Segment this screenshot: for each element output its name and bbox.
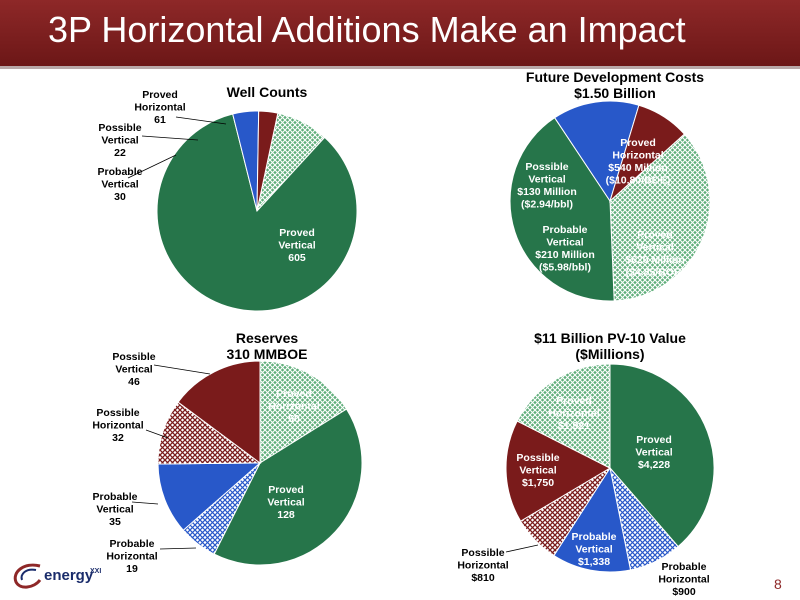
pv10-value-label-possible-horizontal: Possible Horizontal $810: [457, 547, 508, 584]
well-counts-chart: Well Counts Proved Horizontal 61 Proved Verti…: [98, 84, 358, 312]
pv10-value-leader-possible-horizontal: [505, 544, 539, 553]
pv10-value-slice-proved-horizontal: [516, 363, 611, 469]
reserves-label-proved-horizontal: Proved Horizontal 50: [268, 388, 319, 425]
future-development-costs-slice-proved-vertical: [509, 117, 615, 302]
reserves-slice-proved-vertical: [213, 408, 363, 566]
logo-swoosh-icon: [13, 563, 42, 589]
title-bar: 3P Horizontal Additions Make an Impact: [0, 0, 800, 69]
future-development-costs-chart: Future Development Costs $1.50 Billion Pro…: [509, 69, 711, 302]
pv10-value-slice-proved-vertical: [609, 363, 715, 548]
reserves-title: Reserves 310 MMBOE: [227, 330, 308, 362]
pv10-value-slice-probable-vertical: [553, 466, 632, 573]
reserves-leader-probable-vertical: [131, 501, 159, 505]
reserves-slice-proved-horizontal: [259, 360, 348, 464]
pv10-value-label-probable-vertical: Probable Vertical $1,338: [572, 531, 617, 568]
logo-text: energy: [44, 567, 94, 584]
future-development-costs-title: Future Development Costs $1.50 Billion: [526, 69, 704, 101]
future-development-costs-label-probable-vertical: Probable Vertical $210 Million ($5.98/bbl): [535, 224, 595, 274]
reserves-chart: Reserves 310 MMBOE Proved Horizontal 50 Prove…: [92, 330, 363, 575]
company-logo: energy XXI: [8, 558, 128, 592]
well-counts-label-probable-vertical: Probable Vertical 30: [98, 166, 143, 203]
reserves-leader-possible-horizontal: [145, 429, 169, 439]
well-counts-label-possible-vertical: Possible Vertical 22: [98, 122, 141, 159]
logo-superscript: XXI: [90, 568, 102, 575]
well-counts-leader-proved-horizontal: [175, 116, 227, 125]
future-development-costs-slice-proved-horizontal: [609, 133, 711, 302]
reserves-leader-possible-vertical: [153, 364, 211, 375]
reserves-label-probable-vertical: Probable Vertical 35: [93, 491, 138, 528]
reserves-label-possible-horizontal: Possible Horizontal 32: [92, 407, 143, 444]
pv10-value-chart: $11 Billion PV-10 Value ($Millions) Proved…: [457, 330, 715, 598]
future-development-costs-label-proved-vertical: Proved Vertical $620 Million ($4.85/BOE): [625, 229, 685, 279]
future-development-costs-label-possible-vertical: Possible Vertical $130 Million ($2.94/bbl): [517, 161, 577, 211]
slide-title: 3P Horizontal Additions Make an Impact: [48, 9, 686, 50]
reserves-slice-probable-vertical: [157, 462, 262, 531]
pv10-value-label-possible-vertical: Possible Vertical $1,750: [516, 452, 559, 489]
future-development-costs-slice-probable-vertical: [553, 100, 640, 203]
pv10-value-label-proved-vertical: Proved Vertical $4,228: [635, 434, 672, 471]
future-development-costs-label-proved-horizontal: Proved Horizontal $540 Million ($10.80/BOE): [606, 137, 671, 187]
reserves-leader-probable-horizontal: [159, 547, 197, 550]
well-counts-leader-probable-vertical: [127, 154, 177, 179]
well-counts-label-proved-vertical: Proved Vertical 605: [278, 227, 315, 264]
pv10-value-title: $11 Billion PV-10 Value ($Millions): [534, 330, 686, 362]
reserves-label-possible-vertical: Possible Vertical 46: [112, 351, 155, 388]
well-counts-leader-possible-vertical: [141, 135, 199, 141]
well-counts-label-proved-horizontal: Proved Horizontal 61: [134, 89, 185, 126]
reserves-slice-possible-vertical: [177, 360, 261, 464]
well-counts-title: Well Counts: [227, 84, 308, 100]
pv10-value-label-proved-horizontal: Proved Horizontal $1,921: [548, 395, 599, 432]
future-development-costs-slice-possible-vertical: [609, 104, 686, 203]
page-number: 8: [774, 576, 782, 592]
pv10-value-label-probable-horizontal: Probable Horizontal $900: [658, 561, 709, 598]
well-counts-slice-possible-vertical: [256, 110, 279, 212]
reserves-label-probable-horizontal: Probable Horizontal 19: [106, 538, 157, 575]
pv10-value-slice-possible-vertical: [505, 420, 612, 522]
well-counts-slice-proved-vertical: [156, 113, 358, 312]
reserves-label-proved-vertical: Proved Vertical 128: [267, 484, 304, 521]
